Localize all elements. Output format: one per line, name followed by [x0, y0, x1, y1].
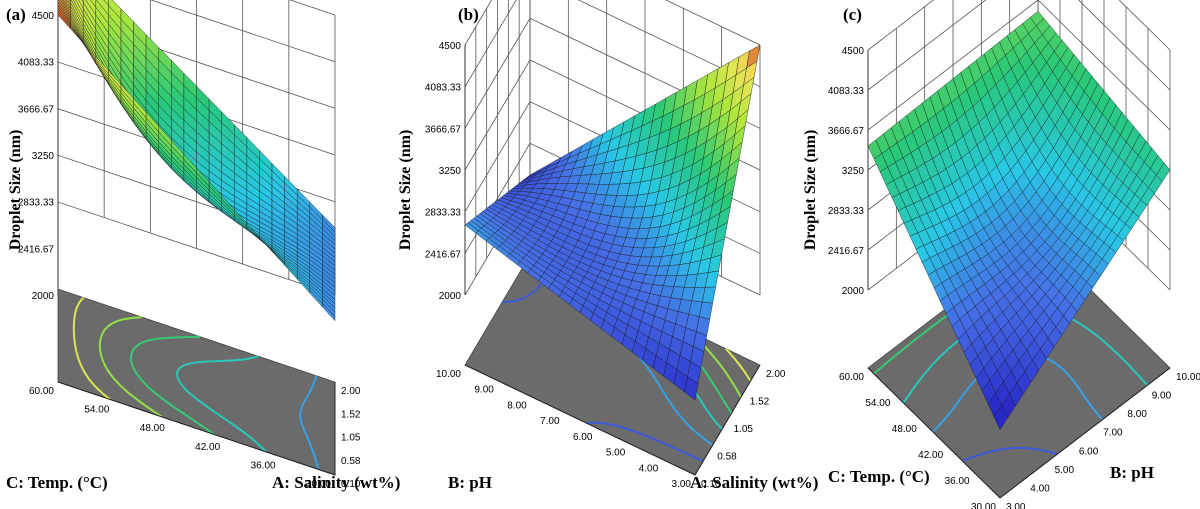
z-tick-label: 4083.33: [828, 86, 865, 97]
y-tick-label: 42.00: [918, 450, 943, 461]
x-tick-label: 6.00: [1079, 446, 1099, 457]
x-tick-label: 4.00: [1030, 483, 1050, 494]
x-axis-title: A: Salinity (wt%): [272, 473, 400, 492]
y-tick-label: 60.00: [839, 372, 864, 383]
y-tick-label: 30.00: [306, 479, 331, 490]
x-tick-label: 5.00: [1055, 465, 1075, 476]
y-tick-label: 7.00: [540, 416, 560, 427]
panel-label: (b): [458, 5, 479, 24]
y-tick-label: 54.00: [865, 398, 890, 409]
panel-3: 2000 2416.67 2833.33 3250 3666.67 4083.33 4500…: [802, 0, 1200, 509]
z-tick-label: 2833.33: [425, 208, 462, 219]
z-tick-label: 2000: [439, 291, 462, 302]
y-tick-label: 9.00: [474, 385, 494, 396]
z-tick-label: 3666.67: [18, 104, 55, 115]
x-tick-label: 1.05: [341, 433, 361, 444]
floor-edge: [57, 381, 336, 476]
y-tick-label: 48.00: [892, 424, 917, 435]
x-tick-label: 8.00: [1127, 409, 1147, 420]
contour-level: [299, 375, 320, 470]
y-tick-label: 6.00: [573, 432, 593, 443]
contour-lines: [72, 296, 320, 470]
y-tick-label: 10.00: [436, 369, 461, 380]
surface-mesh: [57, 0, 336, 322]
z-tick-label: 3250: [842, 166, 865, 177]
z-tick-label: 2416.67: [828, 246, 865, 257]
x-tick-label: 10.00: [1176, 372, 1200, 383]
contour-level: [72, 296, 111, 401]
floor-edge: [464, 364, 761, 476]
x-axis-title: A: Salinity (wt%): [690, 473, 818, 492]
z-tick-label: 2416.67: [18, 244, 55, 255]
z-tick-label: 3250: [439, 166, 462, 177]
x-tick-label: 7.00: [1103, 428, 1123, 439]
floor-edge: [867, 367, 1171, 499]
y-axis-title: C: Temp. (°C): [828, 467, 930, 486]
surface-mesh: [867, 10, 1171, 431]
x-tick-label: 0.58: [717, 452, 737, 463]
z-tick-label: 4083.33: [18, 58, 55, 69]
z-tick-label: 4500: [842, 46, 865, 57]
y-tick-label: 4.00: [639, 463, 659, 474]
x-tick-label: 0.10: [341, 479, 361, 490]
surface-facet: [322, 302, 336, 322]
x-tick-label: 2.00: [766, 369, 786, 380]
x-tick-label: 1.05: [734, 424, 754, 435]
y-tick-label: 8.00: [507, 400, 527, 411]
z-tick-label: 2000: [842, 286, 865, 297]
x-tick-label: 0.10: [701, 479, 721, 490]
x-tick-label: 1.52: [750, 397, 770, 408]
z-tick-label: 3666.67: [828, 126, 865, 137]
y-tick-label: 3.00: [672, 479, 692, 490]
z-gridline: [464, 0, 761, 46]
x-tick-label: 3.00: [1006, 502, 1026, 509]
z-tick-label: 2833.33: [18, 198, 55, 209]
contour-level: [725, 347, 752, 382]
z-axis-title: Droplet Size (nm): [7, 130, 24, 251]
y-axis-title: B: pH: [448, 473, 492, 492]
y-tick-label: 36.00: [251, 460, 276, 471]
y-tick-label: 30.00: [971, 502, 996, 509]
y-tick-label: 5.00: [606, 448, 626, 459]
y-tick-label: 48.00: [140, 423, 165, 434]
panel-1: 2000 2416.67 2833.33 3250 3666.67 4083.33 4500…: [6, 0, 400, 492]
y-tick-label: 60.00: [29, 386, 54, 397]
y-tick-label: 42.00: [195, 442, 220, 453]
x-tick-label: 1.52: [341, 409, 361, 420]
z-tick-label: 4500: [32, 11, 55, 22]
z-tick-label: 3666.67: [425, 124, 462, 135]
x-tick-label: 2.00: [341, 386, 361, 397]
surface-facet: [684, 376, 699, 401]
x-tick-label: 9.00: [1152, 391, 1172, 402]
y-tick-label: 36.00: [945, 476, 970, 487]
z-tick-label: 4500: [439, 41, 462, 52]
z-tick-label: 2833.33: [828, 206, 865, 217]
z-tick-label: 3250: [32, 151, 55, 162]
surface-mesh: [464, 44, 761, 401]
z-tick-label: 4083.33: [425, 83, 462, 94]
x-axis-title: B: pH: [1110, 463, 1154, 482]
panel-label: (c): [843, 5, 862, 24]
surface-facet: [993, 404, 1008, 431]
panel-label: (a): [6, 5, 26, 24]
z-tick-label: 2416.67: [425, 249, 462, 260]
z-axis-title: Droplet Size (nm): [397, 130, 414, 251]
z-tick-label: 2000: [32, 291, 55, 302]
x-tick-label: 0.58: [341, 456, 361, 467]
y-axis-title: C: Temp. (°C): [6, 473, 108, 492]
contour-level: [130, 335, 215, 436]
contour-level: [176, 355, 268, 453]
y-tick-label: 54.00: [84, 405, 109, 416]
contour-level: [961, 446, 1058, 462]
panel-2: 2000 2416.67 2833.33 3250 3666.67 4083.33 4500…: [397, 0, 818, 492]
z-axis-title: Droplet Size (nm): [802, 130, 819, 251]
